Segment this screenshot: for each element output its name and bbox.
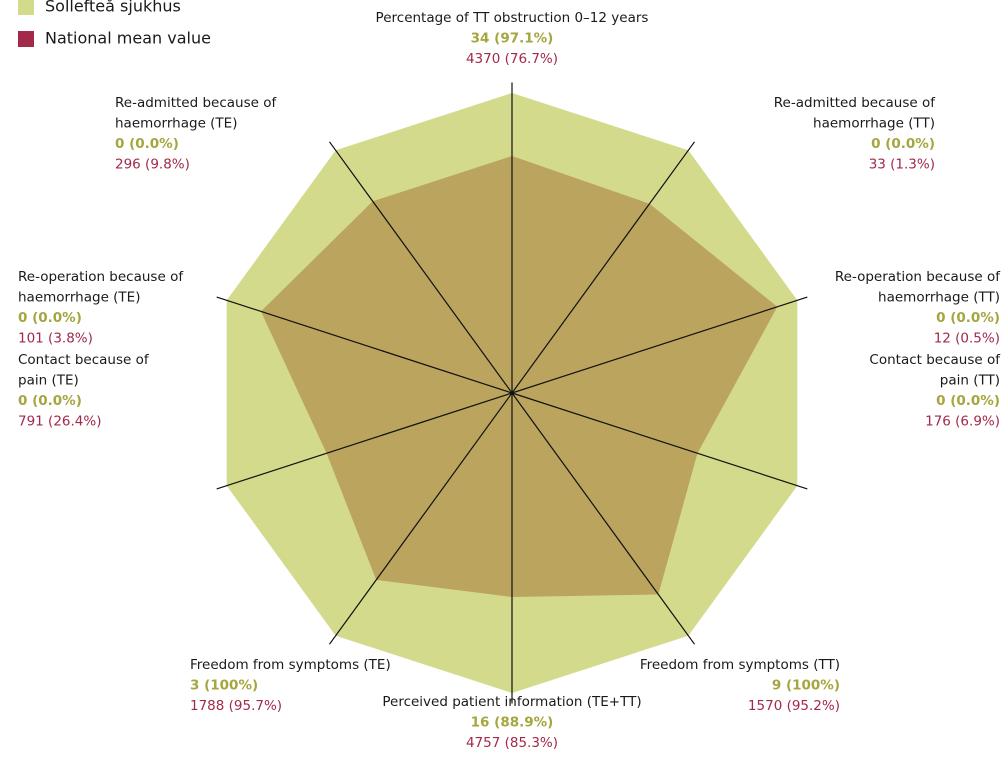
axis-label: Contact because of [869,352,1001,368]
axis-label: Percentage of TT obstruction 0–12 years [376,10,649,26]
value-label: 9 (100%) [772,678,840,694]
value-label: 34 (97.1%) [471,31,554,47]
value-label: 296 (9.8%) [115,157,190,173]
value-label: 4757 (85.3%) [466,735,558,751]
value-label: 0 (0.0%) [115,136,179,152]
value-label: 12 (0.5%) [934,331,1000,347]
value-label: 791 (26.4%) [18,414,101,430]
axis-label: Re-operation because of [835,269,1001,285]
axis-line [329,392,513,645]
value-label: 176 (6.9%) [925,414,1000,430]
axis-label: Re-admitted because of [115,95,277,111]
value-label: 1570 (95.2%) [748,698,840,714]
axis-label: Re-admitted because of [774,95,936,111]
value-label: 16 (88.9%) [471,715,554,731]
value-label: 4370 (76.7%) [466,51,558,67]
value-label: 33 (1.3%) [869,157,935,173]
value-label: 0 (0.0%) [18,393,82,409]
axis-label: Freedom from symptoms (TE) [190,657,391,673]
legend-swatch [18,0,34,15]
value-label: 0 (0.0%) [936,310,1000,326]
axis-label: pain (TE) [18,373,79,389]
axis-label: haemorrhage (TE) [115,116,237,132]
axis-line [329,141,513,394]
value-label: 101 (3.8%) [18,331,93,347]
axis-label: haemorrhage (TT) [878,290,1000,306]
axis-label: pain (TT) [940,373,1000,389]
value-label: 1788 (95.7%) [190,698,282,714]
axis-label: Perceived patient information (TE+TT) [382,694,641,710]
axis-line [216,296,513,394]
axis-line [511,392,808,490]
legend-swatch [18,31,34,47]
value-label: 0 (0.0%) [18,310,82,326]
series-area [260,156,778,597]
value-label: 0 (0.0%) [936,393,1000,409]
axis-label: Contact because of [18,352,150,368]
axis-line [216,392,513,490]
value-label: 0 (0.0%) [871,136,935,152]
axis-label: haemorrhage (TE) [18,290,140,306]
axis-line [511,141,695,394]
axis-label: haemorrhage (TT) [813,116,935,132]
axis-label: Freedom from symptoms (TT) [640,657,840,673]
legend-label: Sollefteå sjukhus [45,0,181,16]
axis-line [511,296,808,394]
axis-label: Re-operation because of [18,269,184,285]
axis-line [511,392,695,645]
legend-label: National mean value [45,29,211,48]
value-label: 3 (100%) [190,678,258,694]
